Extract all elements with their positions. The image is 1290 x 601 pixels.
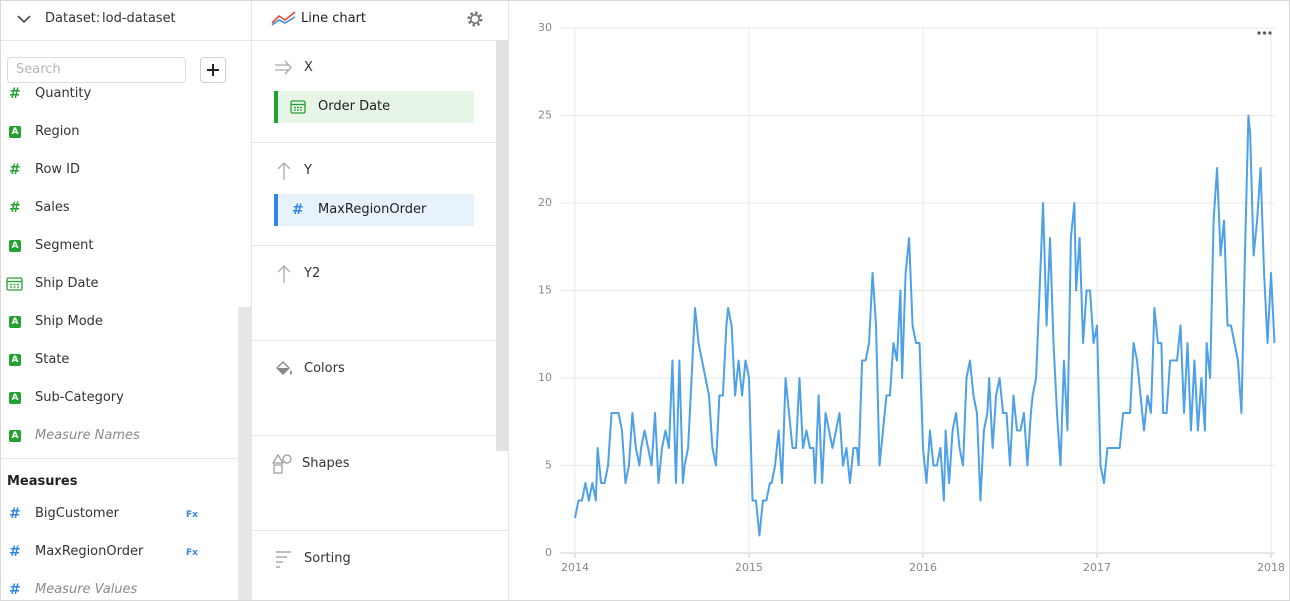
date-icon xyxy=(6,277,23,291)
y-tick-label: 5 xyxy=(545,459,552,472)
string-icon: A xyxy=(9,316,21,328)
field-name[interactable]: Ship Date xyxy=(35,276,99,291)
date-icon xyxy=(290,100,306,114)
dataset-label: Dataset: xyxy=(45,11,101,26)
y-icon xyxy=(277,162,291,180)
y-tick-label: 10 xyxy=(538,371,552,384)
field-name[interactable]: Quantity xyxy=(35,86,92,101)
colors-icon xyxy=(276,361,292,375)
measure-name[interactable]: BigCustomer xyxy=(35,506,119,521)
field-name[interactable]: Segment xyxy=(35,238,94,253)
chip-label: MaxRegionOrder xyxy=(318,202,427,217)
chart-menu[interactable] xyxy=(1257,31,1272,35)
formula-badge: Fx xyxy=(186,548,198,558)
section-title: Colors xyxy=(304,361,345,376)
y-tick-label: 0 xyxy=(545,546,552,559)
y2-icon xyxy=(277,265,291,283)
divider xyxy=(0,458,238,459)
divider xyxy=(252,340,496,341)
dataset-panel xyxy=(0,0,252,601)
x-tick-label: 2016 xyxy=(909,561,937,574)
shapes-icon xyxy=(272,454,292,474)
scrollbar[interactable] xyxy=(238,307,251,601)
x-tick-label: 2018 xyxy=(1257,561,1285,574)
section-title: Sorting xyxy=(304,551,351,566)
string-icon: A xyxy=(9,240,21,252)
field-chip[interactable]: # MaxRegionOrder xyxy=(274,194,474,226)
section-title: X xyxy=(304,60,313,75)
divider xyxy=(252,530,508,531)
string-icon: A xyxy=(9,354,21,366)
field-name[interactable]: Row ID xyxy=(35,162,81,177)
x-tick-label: 2017 xyxy=(1083,561,1111,574)
sorting-icon xyxy=(276,551,291,568)
settings-gear[interactable] xyxy=(466,10,484,28)
field-name[interactable]: State xyxy=(35,352,70,367)
line-chart-icon xyxy=(271,11,296,26)
y-tick-label: 20 xyxy=(538,196,552,209)
number-icon: # xyxy=(9,162,21,178)
measure-name[interactable]: Measure Values xyxy=(35,582,138,597)
divider xyxy=(252,142,496,143)
divider xyxy=(252,40,508,41)
section-title: Shapes xyxy=(302,456,350,471)
number-icon: # xyxy=(292,202,304,218)
wizard-panel xyxy=(252,0,509,601)
measures-title: Measures xyxy=(7,474,78,489)
section-title: Y2 xyxy=(304,266,321,281)
field-name[interactable]: Ship Mode xyxy=(35,314,103,329)
chart-type[interactable]: Line chart xyxy=(301,11,367,26)
chip-label: Order Date xyxy=(318,99,391,114)
x-icon xyxy=(275,60,292,75)
dataset-name[interactable]: lod-dataset xyxy=(102,11,176,26)
number-icon: # xyxy=(9,200,21,216)
divider xyxy=(252,245,496,246)
x-tick-label: 2014 xyxy=(561,561,589,574)
add-button[interactable] xyxy=(200,57,226,83)
number-icon: # xyxy=(9,506,21,522)
search-placeholder: Search xyxy=(16,62,61,77)
field-chip[interactable]: Order Date xyxy=(274,91,474,123)
divider xyxy=(0,40,251,41)
measure-name[interactable]: MaxRegionOrder xyxy=(35,544,144,559)
section-title: Y xyxy=(304,163,312,178)
field-name[interactable]: Sub-Category xyxy=(35,390,124,405)
scrollbar[interactable] xyxy=(496,40,508,451)
field-name[interactable]: Sales xyxy=(35,200,70,215)
y-tick-label: 30 xyxy=(538,21,552,34)
string-icon: A xyxy=(9,430,21,442)
divider xyxy=(252,435,496,436)
number-icon: # xyxy=(9,86,21,102)
field-name[interactable]: Region xyxy=(35,124,80,139)
string-icon: A xyxy=(9,392,21,404)
plus-icon xyxy=(207,64,219,76)
field-name[interactable]: Measure Names xyxy=(35,428,140,443)
y-tick-label: 15 xyxy=(538,284,552,297)
chart: 0 5 10 15 20 25 30 2014 2015 2016 2017 2018 xyxy=(538,21,1285,574)
string-icon: A xyxy=(9,126,21,138)
number-icon: # xyxy=(9,544,21,560)
y-tick-label: 25 xyxy=(538,109,552,122)
number-icon: # xyxy=(9,582,21,598)
collapse-chevron[interactable] xyxy=(16,12,32,26)
formula-badge: Fx xyxy=(186,510,198,520)
x-tick-label: 2015 xyxy=(735,561,763,574)
data-line xyxy=(574,114,1276,537)
search-input[interactable]: Search xyxy=(7,57,186,83)
